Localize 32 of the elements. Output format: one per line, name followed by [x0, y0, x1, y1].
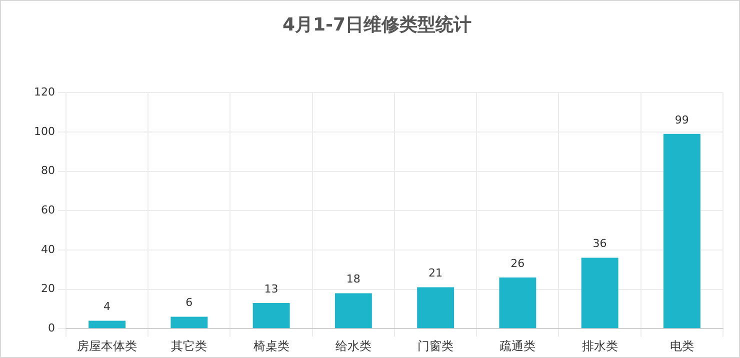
data-label: 6	[186, 296, 193, 310]
y-tick-label: 20	[40, 282, 55, 296]
data-label: 99	[674, 113, 689, 126]
y-tick-label: 120	[34, 85, 55, 98]
data-label: 4	[104, 300, 111, 314]
x-tick-label: 门窗类	[418, 338, 454, 353]
bar	[499, 277, 536, 328]
x-tick-label: 给水类	[335, 338, 372, 353]
y-tick-label: 40	[40, 242, 55, 256]
bar	[334, 293, 372, 328]
x-tick-label: 疏通类	[500, 338, 536, 353]
y-tick-label: 80	[40, 164, 55, 178]
data-label: 26	[510, 256, 525, 270]
bar	[663, 134, 700, 328]
bar	[581, 258, 618, 328]
data-label: 21	[428, 266, 443, 280]
chart-title: 4月1-7日维修类型统计	[282, 14, 472, 36]
bar	[170, 316, 208, 328]
x-tick-label: 排水类	[582, 338, 618, 353]
bar	[88, 320, 126, 328]
x-tick-label: 椅桌类	[253, 338, 290, 353]
x-tick-label: 房屋本体类	[77, 338, 138, 353]
y-tick-label: 60	[40, 203, 55, 216]
data-label: 13	[264, 282, 278, 296]
bar	[417, 287, 454, 328]
x-tick-label: 其它类	[171, 338, 208, 353]
data-label: 36	[592, 237, 607, 250]
y-tick-label: 0	[48, 321, 55, 334]
x-tick-label: 电类	[670, 338, 694, 353]
y-tick-label: 100	[34, 124, 55, 138]
data-label: 18	[346, 272, 360, 286]
bar	[252, 303, 290, 328]
